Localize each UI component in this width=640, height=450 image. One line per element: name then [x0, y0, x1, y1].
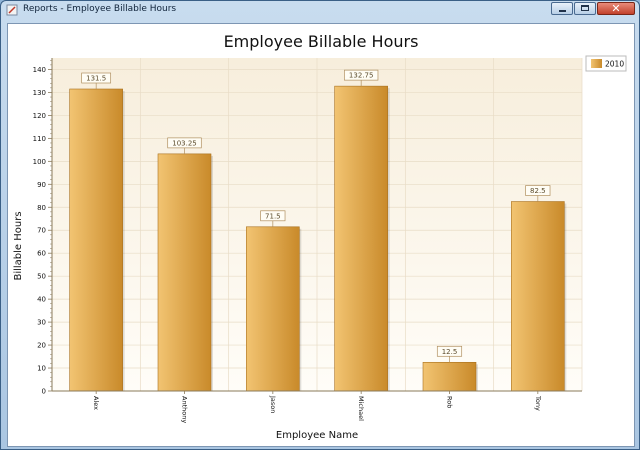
y-tick-label: 60	[37, 250, 46, 258]
y-tick-label: 140	[33, 66, 46, 74]
x-tick-label: Jason	[269, 395, 277, 413]
bar-michael	[334, 85, 388, 392]
data-labels: 131.5 103.25 71.5 132.75 12.5 82.5	[81, 69, 551, 363]
data-label-box	[525, 185, 551, 196]
x-tick-label: Michael	[357, 396, 365, 421]
window-title: Reports - Employee Billable Hours	[23, 4, 177, 14]
y-tick-label: 20	[37, 342, 46, 350]
data-label: 12.5	[442, 348, 458, 356]
data-label-box	[81, 72, 112, 84]
y-axis-title: Billable Hours	[13, 211, 24, 280]
y-tick-label: 90	[37, 181, 46, 189]
data-label-box	[167, 137, 202, 149]
data-label: 132.75	[349, 72, 374, 80]
legend-label: 2010	[605, 60, 624, 69]
y-tick-label: 10	[37, 365, 46, 373]
data-label-box	[436, 345, 463, 357]
data-label-box	[260, 210, 286, 222]
maximize-icon	[581, 5, 589, 11]
y-tick-label: 80	[37, 204, 46, 212]
close-button[interactable]: ✕	[597, 2, 635, 15]
y-tick-label: 50	[37, 273, 46, 281]
y-tick-label: 110	[33, 135, 46, 143]
legend: 2010	[585, 55, 627, 72]
data-label-box	[344, 69, 379, 81]
chart-title: Employee Billable Hours	[224, 32, 419, 51]
y-axis-ticks: 0 10 20 30 40 50 60 70 80 90 100 110 120 130 140	[33, 60, 52, 396]
window-controls: ✕	[550, 2, 635, 16]
minimize-icon	[559, 10, 566, 12]
report-icon	[6, 4, 18, 16]
legend-swatch	[591, 59, 602, 68]
data-label: 103.25	[172, 139, 197, 147]
minimize-button[interactable]	[551, 2, 573, 15]
x-axis-title: Employee Name	[276, 430, 358, 441]
x-axis-categories: Alex Anthony Jason Michael Rob Tony	[92, 391, 542, 423]
x-tick-label: Rob	[446, 396, 454, 408]
data-label: 82.5	[530, 187, 546, 195]
bar-alex	[69, 88, 123, 392]
title-bar[interactable]: Reports - Employee Billable Hours ✕	[1, 1, 639, 19]
y-tick-label: 30	[37, 319, 46, 327]
bars	[69, 85, 567, 392]
bar-tony	[511, 201, 565, 392]
bar-anthony	[157, 153, 212, 392]
data-label: 71.5	[265, 212, 281, 220]
bar-jason	[246, 226, 300, 392]
y-tick-label: 120	[33, 112, 46, 120]
x-tick-label: Alex	[92, 396, 100, 410]
maximize-button[interactable]	[574, 2, 596, 15]
bar-rob	[422, 361, 477, 392]
report-viewer: Employee Billable Hours 0 10 20 30 40 50 60 70 8…	[7, 23, 635, 447]
y-tick-label: 130	[33, 89, 46, 97]
close-icon: ✕	[611, 2, 621, 15]
x-tick-label: Tony	[534, 395, 542, 411]
y-tick-label: 0	[42, 388, 46, 396]
y-tick-label: 70	[37, 227, 46, 235]
y-tick-label: 100	[33, 158, 46, 166]
chart: Employee Billable Hours 0 10 20 30 40 50 60 70 8…	[13, 32, 627, 441]
x-tick-label: Anthony	[181, 396, 189, 423]
y-tick-label: 40	[37, 296, 46, 304]
data-label: 131.5	[86, 75, 106, 83]
